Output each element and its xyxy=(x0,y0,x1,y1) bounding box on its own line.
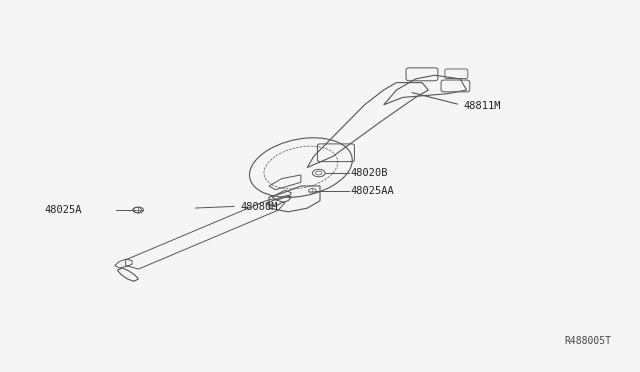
Text: 48811M: 48811M xyxy=(463,100,501,110)
Text: R488005T: R488005T xyxy=(564,336,611,346)
Text: 48080M: 48080M xyxy=(241,202,278,212)
Text: 48025AA: 48025AA xyxy=(351,186,394,196)
Text: 48020B: 48020B xyxy=(351,168,388,178)
Text: 48025A: 48025A xyxy=(45,205,82,215)
